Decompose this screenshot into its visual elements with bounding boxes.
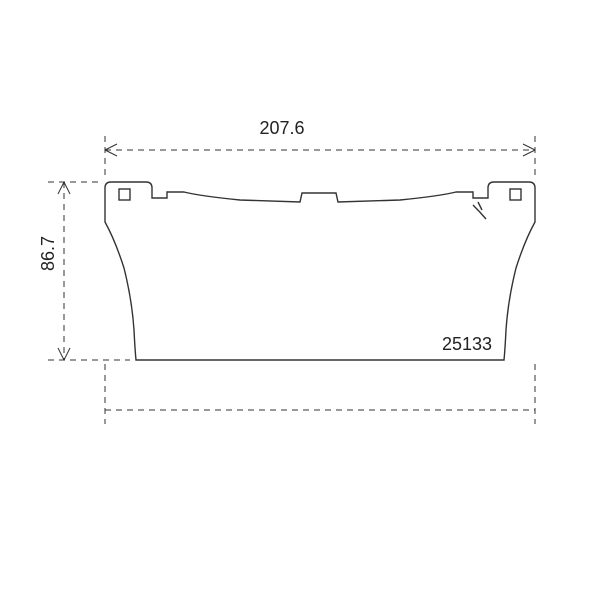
- dimension-lines: [48, 136, 535, 424]
- drawing-svg: [0, 0, 600, 600]
- part-number-label: 25133: [442, 334, 492, 355]
- technical-drawing-canvas: 207.6 86.7 25133: [0, 0, 600, 600]
- height-dimension-label: 86.7: [38, 236, 59, 271]
- width-dimension-label: 207.6: [259, 118, 304, 139]
